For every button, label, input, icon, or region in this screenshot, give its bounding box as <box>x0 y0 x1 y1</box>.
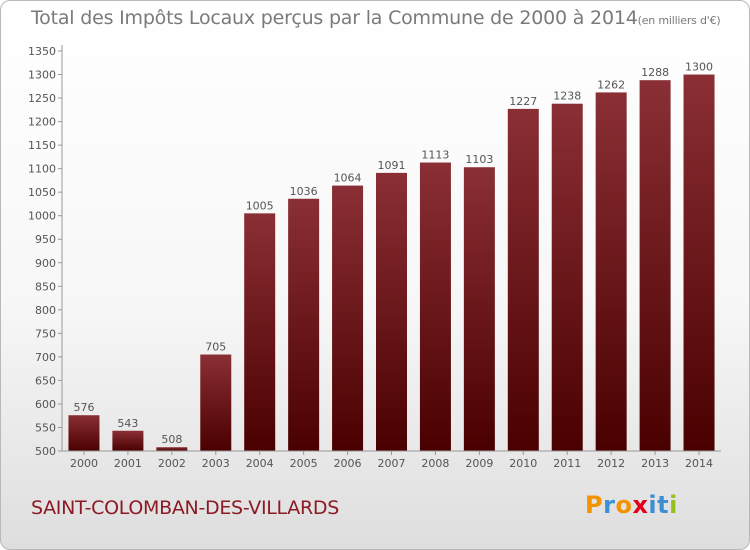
logo-letter: t <box>657 491 670 519</box>
bar <box>683 74 715 451</box>
y-tick-label: 900 <box>35 257 56 270</box>
x-axis: 2000 2001 2002 2003 2004 2005 2006 2007 2008 2009… <box>62 450 721 470</box>
x-tick-label: 2001 <box>114 457 142 470</box>
bars: 576 543 508 705 1005 1036 1064 1091 1113 1103 1227… <box>68 61 715 452</box>
bar-value-label: 1005 <box>246 199 274 212</box>
bar-value-label: 705 <box>205 341 226 354</box>
x-tick-label: 2013 <box>641 457 669 470</box>
logo-letter: i <box>648 491 658 519</box>
y-tick-label: 500 <box>35 445 56 458</box>
x-tick-label: 2008 <box>421 457 449 470</box>
y-tick-label: 600 <box>35 398 56 411</box>
y-tick-label: 950 <box>35 233 56 246</box>
bar-value-label: 1238 <box>553 90 581 103</box>
bar <box>639 80 671 452</box>
bar-value-label: 1113 <box>421 149 449 162</box>
logo-letter: P <box>585 491 604 519</box>
y-tick-label: 700 <box>35 351 56 364</box>
x-tick-label: 2011 <box>553 457 581 470</box>
bar <box>507 108 539 451</box>
y-tick-label: 1350 <box>28 45 56 58</box>
bar-value-label: 1288 <box>641 66 669 79</box>
x-tick-label: 2009 <box>465 457 493 470</box>
x-tick-label: 2012 <box>597 457 625 470</box>
x-tick-label: 2005 <box>290 457 318 470</box>
x-tick-label: 2004 <box>246 457 274 470</box>
bar-value-label: 1300 <box>685 61 713 74</box>
y-tick-label: 1250 <box>28 92 56 105</box>
y-tick-label: 800 <box>35 304 56 317</box>
logo-letter: o <box>615 491 633 519</box>
bar-value-label: 576 <box>73 401 94 414</box>
proxiti-logo: Proxiti <box>585 491 678 519</box>
bar <box>68 415 100 451</box>
bar <box>332 185 364 451</box>
bar-value-label: 1227 <box>509 95 537 108</box>
x-tick-label: 2007 <box>378 457 406 470</box>
x-tick-label: 2006 <box>334 457 362 470</box>
bar-value-label: 1064 <box>334 172 362 185</box>
chart-title: Total des Impôts Locaux perçus par la Co… <box>31 7 721 29</box>
bar-value-label: 543 <box>117 417 138 430</box>
bar <box>112 430 144 451</box>
y-tick-label: 1100 <box>28 163 56 176</box>
x-tick-label: 2003 <box>202 457 230 470</box>
bar <box>419 162 451 451</box>
y-tick-label: 1050 <box>28 186 56 199</box>
bar <box>551 103 583 452</box>
y-axis: 500 550 600 650 700 750 800 850 900 950 1000 1050 11… <box>28 45 63 458</box>
bar <box>376 172 407 451</box>
bar <box>463 167 495 451</box>
y-tick-label: 1300 <box>28 69 56 82</box>
bar-value-label: 1036 <box>290 185 318 198</box>
bar-value-label: 1091 <box>378 159 406 172</box>
bar <box>288 198 320 451</box>
bar-value-label: 1103 <box>465 153 493 166</box>
logo-letter: x <box>632 491 649 519</box>
y-tick-label: 1000 <box>28 210 56 223</box>
bar-value-label: 1262 <box>597 78 625 91</box>
bar <box>595 92 627 451</box>
bar <box>200 354 232 451</box>
y-tick-label: 850 <box>35 280 56 293</box>
y-tick-label: 1150 <box>28 139 56 152</box>
y-tick-label: 1200 <box>28 116 56 129</box>
y-tick-label: 650 <box>35 374 56 387</box>
bar <box>156 447 188 451</box>
y-tick-label: 750 <box>35 327 56 340</box>
y-tick-label: 550 <box>35 421 56 434</box>
unit-note: (en milliers d'€) <box>637 14 721 27</box>
x-tick-label: 2010 <box>509 457 537 470</box>
logo-letter: i <box>669 491 678 519</box>
x-tick-label: 2014 <box>685 457 713 470</box>
commune-name: SAINT-COLOMBAN-DES-VILLARDS <box>31 497 339 519</box>
x-tick-label: 2000 <box>70 457 98 470</box>
bar <box>244 213 276 451</box>
logo-letter: r <box>603 491 616 519</box>
bar-value-label: 508 <box>161 433 182 446</box>
x-tick-label: 2002 <box>158 457 186 470</box>
